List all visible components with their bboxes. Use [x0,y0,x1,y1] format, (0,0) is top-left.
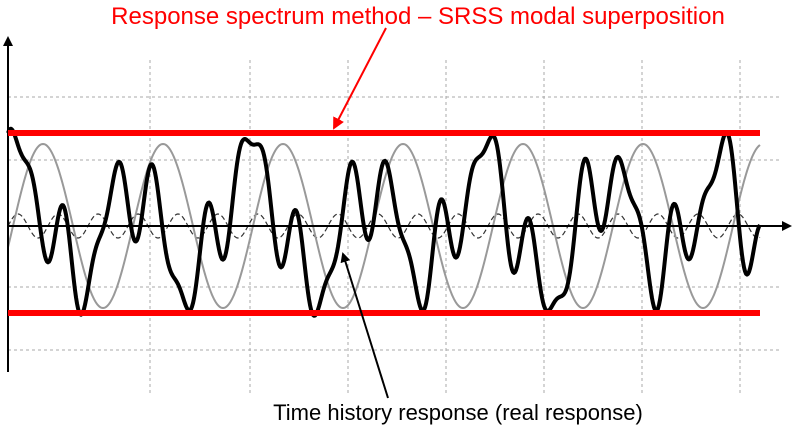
title-arrow [333,27,387,130]
grid [8,60,780,395]
first-mode [7,142,761,310]
high-mode [7,213,761,239]
caption-arrow [340,252,389,399]
time-history [6,126,762,318]
title: Response spectrum method – SRSS modal su… [111,3,725,30]
caption: Time history response (real response) [273,400,643,425]
curves [6,126,762,318]
